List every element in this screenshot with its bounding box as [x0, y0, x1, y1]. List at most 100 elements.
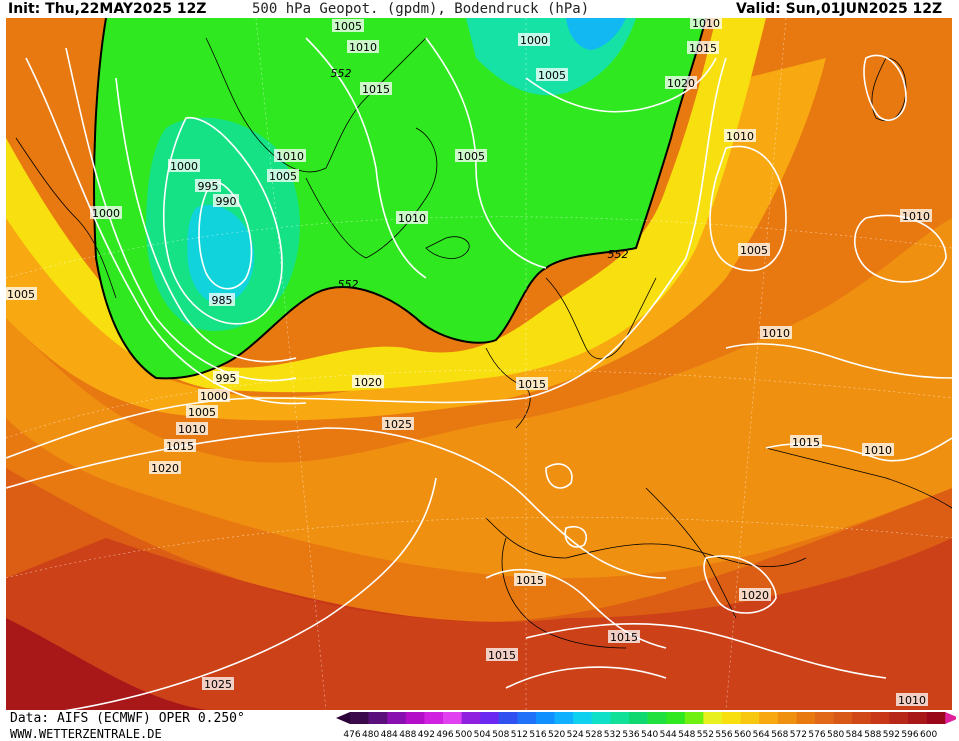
colorbar-swatch [722, 712, 741, 724]
colorbar-swatch [889, 712, 909, 724]
colorbar-tick-label: 544 [660, 730, 677, 740]
colorbar-tick-label: 488 [399, 730, 416, 740]
colorbar-swatch [759, 712, 779, 724]
colorbar-swatch [684, 712, 704, 724]
colorbar-swatch [480, 712, 500, 724]
isobar-label: 1010 [276, 150, 304, 163]
colorbar-min-arrow [336, 712, 350, 724]
geopotential-label: 552 [338, 278, 359, 291]
isobar-label: 985 [212, 294, 233, 307]
isobar-label: 1010 [864, 444, 892, 457]
isobar-label: 1015 [518, 378, 546, 391]
isobar-label: 1015 [610, 631, 638, 644]
isobar-label: 1000 [92, 207, 120, 220]
isobar-label: 1010 [902, 210, 930, 223]
shade-596 [6, 618, 206, 710]
colorbar-swatch [908, 712, 927, 724]
isobar-label: 1015 [362, 83, 390, 96]
colorbar-tick-label: 500 [455, 730, 472, 740]
colorbar-tick-label: 556 [715, 730, 732, 740]
colorbar-swatch [405, 712, 425, 724]
isobar-label: 1010 [692, 18, 720, 30]
colorbar-swatch [870, 712, 890, 724]
isobar-label: 1010 [726, 130, 754, 143]
colorbar-swatch [424, 712, 444, 724]
colorbar-tick-label: 596 [901, 730, 918, 740]
colorbar-tick-label: 572 [790, 730, 807, 740]
colorbar-swatch [666, 712, 686, 724]
isobar-label: 1005 [269, 170, 297, 183]
colorbar-swatch [777, 712, 797, 724]
isobar-label: 1015 [792, 436, 820, 449]
colorbar-tick-label: 476 [343, 730, 360, 740]
isobar-label: 995 [198, 180, 219, 193]
colorbar-max-arrow [945, 712, 956, 724]
isobar-label: 1025 [204, 678, 232, 691]
colorbar-tick-label: 480 [362, 730, 379, 740]
colorbar-swatch [573, 712, 593, 724]
colorbar-tick-label: 584 [846, 730, 863, 740]
isobar-label: 1005 [7, 288, 35, 301]
isobar-label: 990 [216, 195, 237, 208]
geopotential-label: 552 [331, 67, 352, 80]
isobar-label: 1000 [170, 160, 198, 173]
isobar-label: 1015 [689, 42, 717, 55]
isobar-label: 995 [216, 372, 237, 385]
colorbar-tick-label: 580 [827, 730, 844, 740]
colorbar-swatch [610, 712, 630, 724]
isobar-label: 1020 [151, 462, 179, 475]
isobar-label: 1015 [516, 574, 544, 587]
isobar-label: 1015 [488, 649, 516, 662]
isobar-label: 1010 [178, 423, 206, 436]
isobar-label: 1005 [457, 150, 485, 163]
colorbar-swatch [350, 712, 369, 724]
colorbar-swatch [536, 712, 555, 724]
colorbar-swatch [443, 712, 462, 724]
colorbar-swatch [703, 712, 723, 724]
colorbar-swatch [387, 712, 407, 724]
colorbar-tick-label: 512 [511, 730, 528, 740]
colorbar-swatch [926, 712, 946, 724]
colorbar-tick-label: 552 [697, 730, 714, 740]
colorbar-tick-label: 560 [734, 730, 751, 740]
isobar-label: 1005 [188, 406, 216, 419]
colorbar-swatch [833, 712, 853, 724]
isobar-label: 1010 [762, 327, 790, 340]
shade-556 [6, 18, 766, 393]
colorbar-swatch [368, 712, 388, 724]
geopotential-label: 552 [608, 248, 629, 261]
isobar-label: 1020 [741, 589, 769, 602]
colorbar-tick-label: 536 [622, 730, 639, 740]
colorbar-tick-label: 496 [436, 730, 453, 740]
colorbar-swatch [796, 712, 816, 724]
colorbar-tick-label: 600 [920, 730, 937, 740]
colorbar-swatch [740, 712, 760, 724]
colorbar-tick-label: 528 [585, 730, 602, 740]
colorbar-tick-label: 520 [548, 730, 565, 740]
colorbar-tick-label: 524 [567, 730, 584, 740]
isobar-labels: 1005 1010 1000 1005 1015 1015 1010 1020 … [6, 18, 932, 707]
shade-568 [6, 218, 952, 578]
colorbar-swatch [647, 712, 667, 724]
shade-524 [187, 204, 255, 304]
isobar-label: 1000 [200, 390, 228, 403]
colorbar-tick-label: 492 [418, 730, 435, 740]
isobar-label: 1010 [898, 694, 926, 707]
isobar-label: 1005 [334, 20, 362, 33]
isobar-label: 1025 [384, 418, 412, 431]
init-time: Init: Thu,22MAY2025 12Z [8, 1, 207, 17]
colorbar-tick-label: 588 [864, 730, 881, 740]
website: WWW.WETTERZENTRALE.DE [10, 727, 162, 741]
colorbar-tick-label: 504 [474, 730, 491, 740]
shade-584 [6, 468, 952, 710]
isobar-label: 1010 [398, 212, 426, 225]
colorbar-swatch [852, 712, 872, 724]
colorbar-tick-label: 508 [492, 730, 509, 740]
color-scale: 476 480 484 488 492 496 500 504 508 512 516 520 524 5… [336, 712, 956, 740]
isobar-label: 1005 [740, 244, 768, 257]
colorbar-tick-label: 532 [604, 730, 621, 740]
chart-title: 500 hPa Geopot. (gpdm), Bodendruck (hPa) [252, 1, 590, 17]
colorbar-tick-label: 516 [529, 730, 546, 740]
colorbar-swatch [498, 712, 518, 724]
colorbar-swatch [591, 712, 611, 724]
